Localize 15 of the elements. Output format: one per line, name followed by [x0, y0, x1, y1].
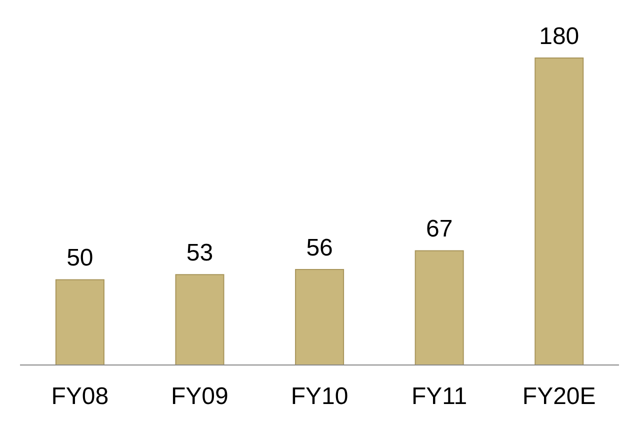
bar	[414, 250, 464, 366]
bar	[295, 268, 344, 366]
data-label: 67	[426, 216, 453, 243]
data-label: 180	[539, 23, 580, 50]
x-tick-label: FY20E	[522, 383, 596, 410]
bar	[55, 279, 104, 366]
x-tick-label: FY11	[412, 383, 468, 410]
data-label: 53	[186, 240, 214, 267]
bar	[534, 58, 584, 366]
x-tick-label: FY08	[51, 383, 109, 410]
data-label: 50	[66, 244, 94, 272]
data-label: 56	[306, 234, 333, 262]
x-tick-label: FY09	[171, 383, 228, 410]
bar	[175, 274, 224, 366]
x-tick-label: FY10	[290, 383, 348, 410]
